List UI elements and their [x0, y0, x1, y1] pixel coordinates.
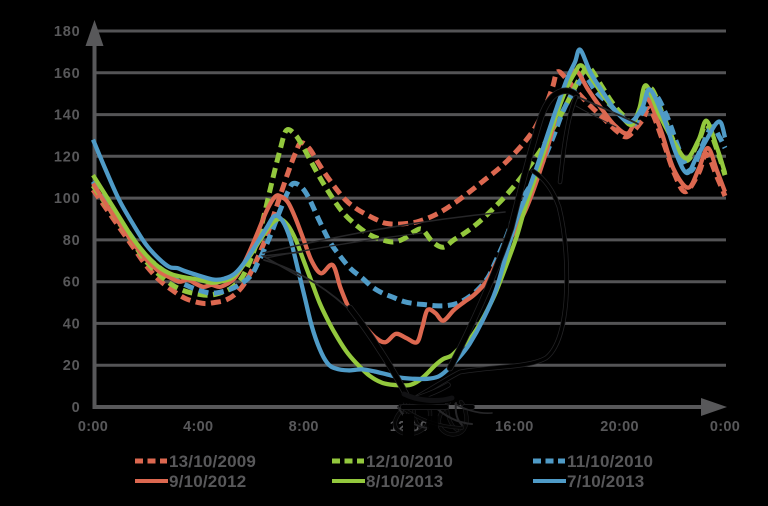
- svg-text:20: 20: [63, 358, 81, 374]
- svg-text:9/10/2012: 9/10/2012: [169, 472, 246, 491]
- svg-text:60: 60: [63, 275, 81, 291]
- svg-text:11/10/2010: 11/10/2010: [567, 452, 653, 471]
- svg-text:80: 80: [63, 233, 81, 249]
- svg-text:20:00: 20:00: [600, 419, 639, 435]
- svg-text:7/10/2013: 7/10/2013: [567, 472, 644, 491]
- svg-text:0:00: 0:00: [710, 419, 740, 435]
- svg-text:0: 0: [72, 400, 81, 416]
- svg-text:160: 160: [54, 66, 81, 82]
- svg-text:140: 140: [54, 108, 81, 124]
- svg-text:8:00: 8:00: [289, 419, 319, 435]
- svg-text:120: 120: [54, 149, 81, 165]
- svg-text:4:00: 4:00: [183, 419, 213, 435]
- svg-text:16:00: 16:00: [495, 419, 534, 435]
- svg-text:180: 180: [54, 24, 81, 40]
- svg-text:100: 100: [54, 191, 81, 207]
- svg-text:8/10/2013: 8/10/2013: [366, 472, 443, 491]
- svg-text:13/10/2009: 13/10/2009: [169, 452, 256, 471]
- svg-text:40: 40: [63, 316, 81, 332]
- svg-text:12/10/2010: 12/10/2010: [366, 452, 453, 471]
- svg-text:0:00: 0:00: [78, 419, 108, 435]
